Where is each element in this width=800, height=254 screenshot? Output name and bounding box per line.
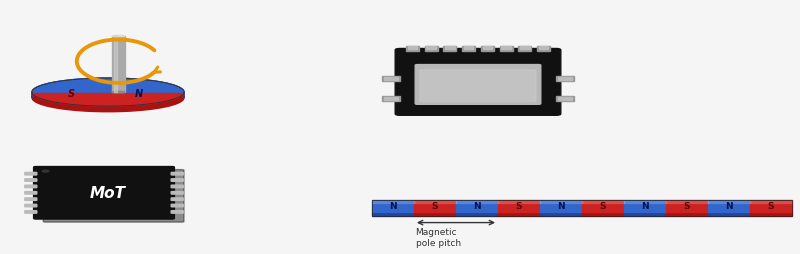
Bar [414,200,456,212]
Bar [114,37,117,93]
Bar [750,212,792,216]
Text: N: N [641,201,649,211]
Bar [372,201,414,203]
Bar [456,201,498,203]
FancyBboxPatch shape [171,192,183,194]
FancyBboxPatch shape [25,198,37,201]
FancyBboxPatch shape [25,185,37,188]
Bar [443,47,456,51]
Bar [382,77,400,81]
Ellipse shape [112,92,125,93]
FancyBboxPatch shape [171,185,183,188]
Bar [540,212,582,216]
Text: N: N [134,89,142,99]
Bar [414,212,456,216]
Bar [414,201,456,203]
Bar [382,97,400,102]
Bar [666,200,708,212]
Bar [540,200,582,212]
Text: N: N [389,201,397,211]
Bar [464,47,474,50]
Text: N: N [557,201,565,211]
Polygon shape [32,93,184,112]
Bar [481,47,494,51]
FancyBboxPatch shape [25,211,37,213]
Bar [556,97,574,102]
FancyBboxPatch shape [171,173,183,175]
Ellipse shape [42,170,49,172]
FancyBboxPatch shape [415,65,541,105]
FancyBboxPatch shape [171,204,183,207]
Ellipse shape [112,36,125,38]
Polygon shape [32,93,184,107]
Bar [500,47,513,51]
Bar [498,201,540,203]
FancyBboxPatch shape [171,179,183,182]
Bar [750,201,792,203]
Text: S: S [768,201,774,211]
Bar [462,47,475,51]
Bar [666,201,708,203]
FancyBboxPatch shape [420,71,536,102]
Bar [384,98,398,101]
FancyBboxPatch shape [43,170,184,222]
Bar [750,200,792,212]
Polygon shape [32,79,184,93]
Bar [539,47,549,50]
Bar [520,47,530,50]
Bar [518,47,531,51]
Bar [708,201,750,203]
Bar [445,47,454,50]
Text: S: S [68,89,75,99]
Text: S: S [684,201,690,211]
Bar [372,212,414,216]
FancyBboxPatch shape [25,173,37,175]
FancyBboxPatch shape [25,204,37,207]
Bar [384,77,398,81]
Bar [498,212,540,216]
Bar [666,212,708,216]
Bar [456,212,498,216]
Bar [582,201,624,203]
Text: N: N [725,201,733,211]
FancyBboxPatch shape [171,198,183,201]
Bar [502,47,511,50]
Bar [407,47,417,50]
Bar [538,47,550,51]
Bar [708,212,750,216]
FancyBboxPatch shape [395,49,561,116]
Bar [482,47,492,50]
FancyBboxPatch shape [171,211,183,213]
Bar [456,200,498,212]
Bar [708,200,750,212]
Text: MoT: MoT [90,186,126,200]
Text: Magnetic
pole pitch: Magnetic pole pitch [416,227,461,247]
Bar [425,47,438,51]
FancyBboxPatch shape [25,192,37,194]
Bar [558,77,572,81]
Text: S: S [516,201,522,211]
Bar [558,98,572,101]
Bar [624,201,666,203]
Bar [112,37,125,93]
Bar [406,47,418,51]
Bar [582,212,624,216]
Bar [540,201,582,203]
Bar [582,200,624,212]
Bar [624,212,666,216]
Bar [624,200,666,212]
Polygon shape [32,79,184,98]
FancyBboxPatch shape [25,179,37,182]
Text: N: N [473,201,481,211]
Bar [556,77,574,81]
Bar [426,47,436,50]
Bar [372,200,414,212]
Bar [372,200,792,216]
Text: S: S [432,201,438,211]
Text: S: S [600,201,606,211]
Bar [498,200,540,212]
FancyBboxPatch shape [34,167,174,219]
